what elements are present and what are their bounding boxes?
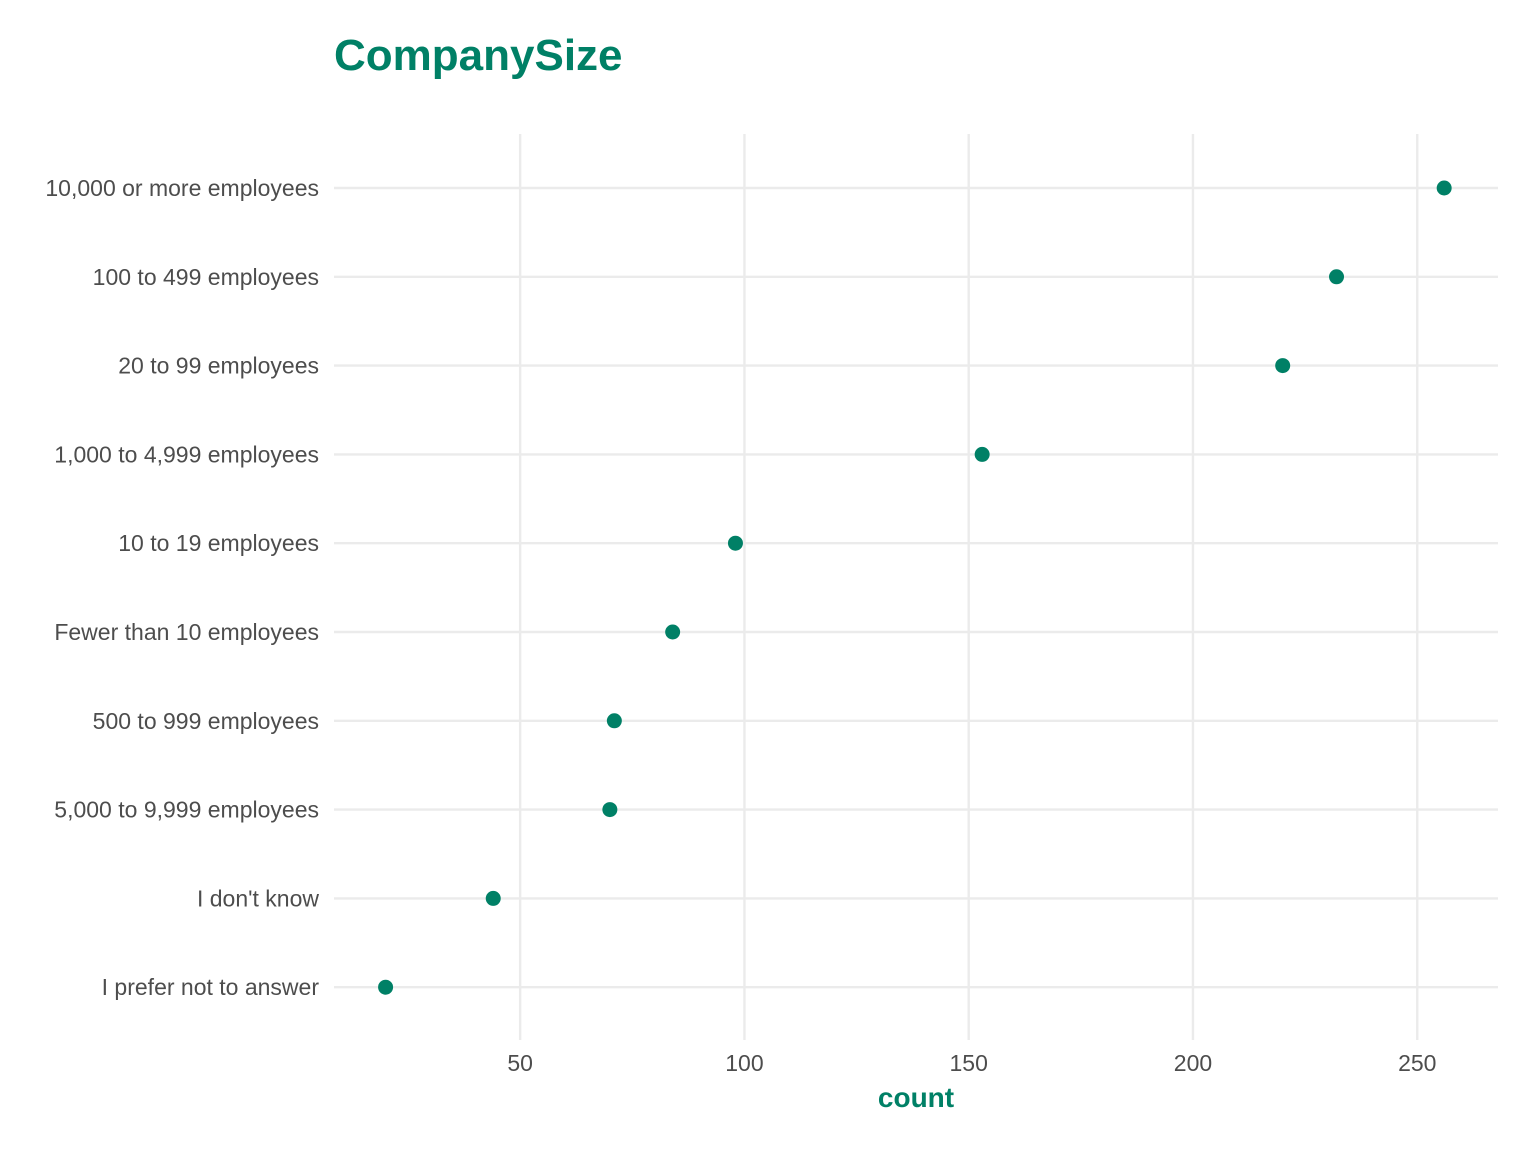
- data-point: [727, 535, 743, 551]
- y-tick-label: 500 to 999 employees: [93, 708, 319, 734]
- data-point: [1436, 180, 1452, 196]
- y-tick-label: I prefer not to answer: [102, 974, 320, 1000]
- y-tick-label: 5,000 to 9,999 employees: [54, 797, 319, 823]
- data-point: [378, 979, 394, 995]
- y-tick-label: 20 to 99 employees: [118, 353, 319, 379]
- y-tick-label: 100 to 499 employees: [93, 264, 319, 290]
- y-tick-label: 1,000 to 4,999 employees: [54, 441, 319, 467]
- y-tick-label: I don't know: [197, 885, 319, 911]
- data-point: [602, 802, 618, 818]
- data-point: [1329, 269, 1345, 285]
- data-point: [974, 446, 990, 462]
- grid-lines: [334, 134, 1498, 1040]
- x-tick-label: 200: [1174, 1050, 1212, 1076]
- y-tick-label: 10,000 or more employees: [45, 175, 319, 201]
- x-tick-label: 250: [1398, 1050, 1436, 1076]
- y-tick-label: 10 to 19 employees: [118, 530, 319, 556]
- x-axis-title: count: [878, 1082, 954, 1113]
- x-axis-tick-labels: 50 100 150 200 250: [507, 1050, 1436, 1076]
- data-point: [485, 890, 501, 906]
- data-point: [606, 713, 622, 729]
- y-axis-tick-labels: 10,000 or more employees 100 to 499 emplo…: [45, 175, 319, 1000]
- data-point: [1275, 358, 1291, 374]
- chart-title: CompanySize: [334, 31, 623, 80]
- y-tick-label: Fewer than 10 employees: [54, 619, 319, 645]
- x-tick-label: 100: [725, 1050, 763, 1076]
- x-tick-label: 50: [507, 1050, 533, 1076]
- x-tick-label: 150: [950, 1050, 988, 1076]
- data-points: [378, 180, 1452, 995]
- data-point: [665, 624, 681, 640]
